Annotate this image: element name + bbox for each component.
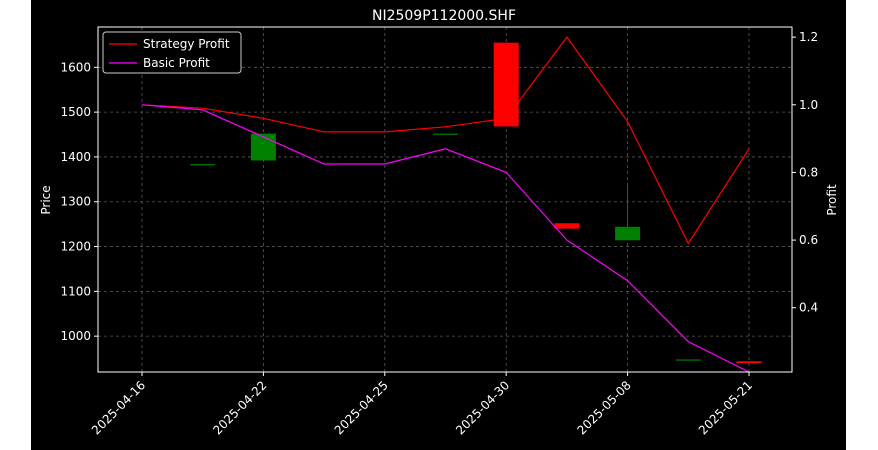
candle-body [433,133,458,135]
x-tick-label: 2025-04-25 [332,378,391,437]
profit-lines [141,36,750,373]
y-axis-right-title: Profit [825,184,839,216]
y-left-tick-label: 1400 [60,150,91,164]
candle-body [554,223,580,229]
candle-body [190,164,216,166]
x-axis: 2025-04-16 2025-04-22 2025-04-25 2025-04-30… [89,372,755,437]
legend-label-strategy: Strategy Profit [143,37,230,51]
y-right-tick-label: 1.2 [799,30,818,44]
y-left-tick-label: 1200 [60,240,91,254]
y-left-tick-label: 1600 [60,60,91,74]
legend: Strategy Profit Basic Profit [102,31,242,74]
candle-body [675,359,701,361]
x-tick-label: 2025-04-30 [453,378,512,437]
y-left-tick-label: 1500 [60,105,91,119]
y-left-tick-label: 1100 [60,284,91,298]
y-left-tick-label: 1000 [60,329,91,343]
y-right-tick-label: 0.4 [799,301,818,315]
y-right-tick-label: 1.0 [799,98,818,112]
legend-box [102,31,242,74]
candle-body [250,133,276,161]
legend-label-basic: Basic Profit [143,56,210,70]
y-left-tick-label: 1300 [60,195,91,209]
series-line-strategy-profit [141,36,750,245]
y-axis-left-title: Price [39,185,53,214]
x-tick-label: 2025-04-16 [89,378,148,437]
y-right-tick-label: 0.8 [799,165,818,179]
gridlines [98,27,792,372]
chart-figure: NI2509P112000.SHF 2025-04-16 2025-04-22 20… [31,0,846,450]
candle-body [615,226,641,241]
series-line-basic-profit [141,104,750,373]
y-axis-left: 1000 1100 1200 1300 1400 1500 1600 [60,60,98,343]
y-right-tick-label: 0.6 [799,233,818,247]
chart-title: NI2509P112000.SHF [372,8,516,24]
candlesticks [190,42,762,364]
chart-svg: NI2509P112000.SHF 2025-04-16 2025-04-22 20… [39,8,839,437]
y-axis-right: 0.4 0.6 0.8 1.0 1.2 [792,30,818,315]
candle-body [736,361,762,364]
x-tick-label: 2025-05-21 [696,378,755,437]
plot-frame [97,26,793,373]
candle-body [493,42,519,127]
x-tick-label: 2025-04-22 [210,378,269,437]
x-tick-label: 2025-05-08 [575,378,634,437]
